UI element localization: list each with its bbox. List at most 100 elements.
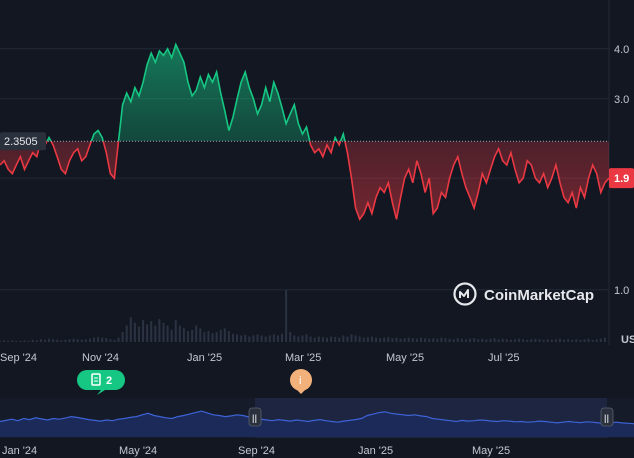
volume-bar [370, 336, 373, 342]
volume-bar [7, 340, 10, 342]
volume-bar [272, 334, 275, 342]
info-marker[interactable]: i [290, 369, 312, 394]
volume-bar [325, 337, 328, 342]
volume-bar [174, 320, 177, 342]
volume-bar [27, 340, 30, 342]
volume-bar [281, 333, 284, 342]
coinmarketcap-logo-icon [453, 282, 477, 306]
volume-bar [182, 328, 185, 342]
volume-bar [309, 336, 312, 342]
volume-bar [187, 331, 190, 342]
navigator-x-tick-label: May '24 [119, 445, 157, 457]
volume-bar [0, 340, 1, 342]
volume-bar [289, 332, 292, 342]
volume-bar [452, 339, 455, 342]
volume-bar [109, 339, 112, 342]
volume-bar [60, 340, 63, 342]
volume-bar [567, 339, 570, 342]
x-tick-label: Jul '25 [488, 352, 519, 364]
volume-bar [293, 335, 296, 342]
volume-bar [350, 334, 353, 342]
volume-bar [366, 337, 369, 342]
volume-bar [330, 336, 333, 342]
watermark: CoinMarketCap [453, 282, 594, 306]
volume-bar [227, 331, 230, 342]
volume-bar [276, 335, 279, 342]
volume-bar [166, 325, 169, 342]
y-tick-label: 4.0 [614, 44, 629, 56]
volume-bar [583, 339, 586, 342]
volume-bar [150, 321, 153, 342]
volume-bar [591, 339, 594, 342]
volume-bar [321, 337, 324, 342]
volume-bar [599, 338, 602, 342]
volume-bar [142, 320, 145, 342]
volume-bar [346, 336, 349, 342]
volume-bar [264, 336, 267, 342]
navigator-handle-left[interactable]: || [248, 407, 262, 427]
volume-bar [383, 337, 386, 342]
navigator-area [0, 411, 634, 437]
baseline-price-label: 2.3505 [0, 132, 46, 151]
volume-bar [154, 325, 157, 342]
volume-bar [505, 339, 508, 342]
range-navigator[interactable]: || || [0, 398, 634, 438]
volume-bar [530, 339, 533, 342]
volume-bar [39, 339, 42, 342]
volume-bar [203, 332, 206, 342]
volume-bar [195, 325, 198, 342]
x-tick-label: Nov '24 [82, 352, 119, 364]
news-marker[interactable]: 2 [77, 370, 125, 395]
volume-bar [199, 328, 202, 342]
volume-bar [375, 337, 378, 342]
volume-bar [362, 337, 365, 342]
price-line-up [40, 42, 346, 142]
navigator-x-tick-label: Jan '25 [358, 445, 393, 457]
navigator-handle-right[interactable]: || [600, 407, 614, 427]
volume-bar [35, 340, 38, 342]
volume-bar [546, 339, 549, 342]
volume-bar [121, 332, 124, 342]
volume-bar [317, 336, 320, 342]
volume-bar [391, 338, 394, 342]
volume-bar [460, 338, 463, 342]
volume-bar [15, 340, 18, 342]
volume-bar [297, 336, 300, 342]
navigator-handle-left-grip: || [252, 413, 257, 423]
navigator-x-axis: Jan '24 May '24 Sep '24 Jan '25 May '25 [2, 445, 510, 457]
volume-bar [481, 338, 484, 342]
volume-bar [473, 338, 476, 342]
volume-bar [207, 331, 210, 342]
volume-bar [256, 334, 259, 342]
volume-bar [219, 329, 222, 342]
volume-bar [80, 339, 83, 342]
volume-bar [550, 339, 553, 342]
volume-bar [125, 325, 128, 342]
volume-bar [244, 334, 247, 342]
volume-bar [211, 333, 214, 342]
volume-bar [587, 338, 590, 342]
volume-bar [379, 338, 382, 342]
volume-bar [469, 338, 472, 342]
volume-bar [436, 338, 439, 342]
volume-bar [338, 337, 341, 342]
volume-bar [358, 336, 361, 342]
volume-bar [334, 337, 337, 342]
volume-bar [448, 338, 451, 342]
volume-bar [285, 290, 288, 342]
volume-bar [489, 338, 492, 342]
price-line [0, 42, 609, 221]
volume-bar [542, 339, 545, 342]
volume-bar [268, 335, 271, 342]
volume-bar [428, 338, 431, 342]
volume-bar [387, 337, 390, 342]
volume-bar [129, 317, 132, 342]
volume-bar [248, 336, 251, 342]
navigator-x-tick-label: May '25 [472, 445, 510, 457]
volume-bar [403, 338, 406, 342]
volume-bar [170, 329, 173, 342]
volume-bar [513, 339, 516, 342]
volume-bar [464, 339, 467, 342]
volume-bar [603, 337, 606, 342]
